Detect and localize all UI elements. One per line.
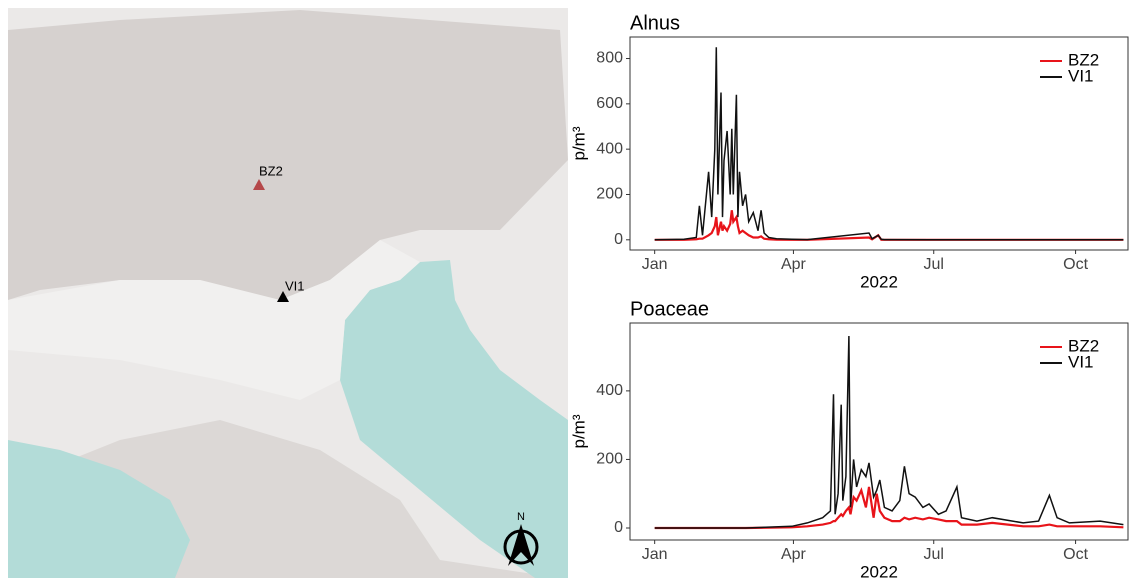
x-axis-label: 2022 [860, 272, 898, 291]
adriatic-sea [340, 260, 568, 578]
y-tick-label: 400 [596, 382, 623, 399]
y-tick-label: 0 [614, 519, 623, 536]
station-label: BZ2 [259, 163, 283, 178]
x-tick-label: Apr [781, 546, 807, 563]
map: BZ2 VI1 N [8, 8, 568, 578]
x-tick-label: Jul [924, 546, 944, 563]
y-axis-label: p/m³ [569, 414, 588, 448]
plot-frame [629, 322, 1129, 541]
plot-frame [629, 36, 1129, 251]
x-axis-label: 2022 [860, 562, 898, 581]
legend-label: BZ2 [1068, 50, 1099, 69]
chart-title: Alnus [630, 12, 680, 34]
tyrrhenian-sea [8, 440, 190, 578]
y-tick-label: 600 [596, 95, 623, 112]
legend-label: VI1 [1068, 66, 1094, 85]
y-tick-label: 400 [596, 140, 623, 157]
y-tick-label: 200 [596, 451, 623, 468]
y-tick-label: 800 [596, 50, 623, 67]
mountains [8, 10, 568, 300]
line [654, 335, 1124, 529]
y-tick-label: 200 [596, 186, 623, 203]
x-tick-label: Jul [924, 256, 944, 273]
plain [8, 240, 420, 400]
north-arrow: N [503, 511, 539, 566]
legend-label: VI1 [1068, 352, 1094, 371]
station-label: VI1 [285, 278, 305, 293]
station-marker [253, 179, 265, 190]
line [654, 47, 1124, 241]
x-tick-label: Jan [642, 256, 668, 273]
x-tick-label: Jan [642, 546, 668, 563]
y-tick-label: 0 [614, 231, 623, 248]
station-marker [277, 291, 289, 302]
chart-title: Poaceae [630, 298, 709, 320]
north-label: N [517, 511, 525, 523]
x-tick-label: Apr [781, 256, 807, 273]
y-axis-label: p/m³ [569, 126, 588, 160]
line [654, 210, 1124, 241]
line [654, 486, 1124, 530]
x-tick-label: Oct [1063, 546, 1088, 563]
x-tick-label: Oct [1063, 256, 1088, 273]
legend-label: BZ2 [1068, 336, 1099, 355]
